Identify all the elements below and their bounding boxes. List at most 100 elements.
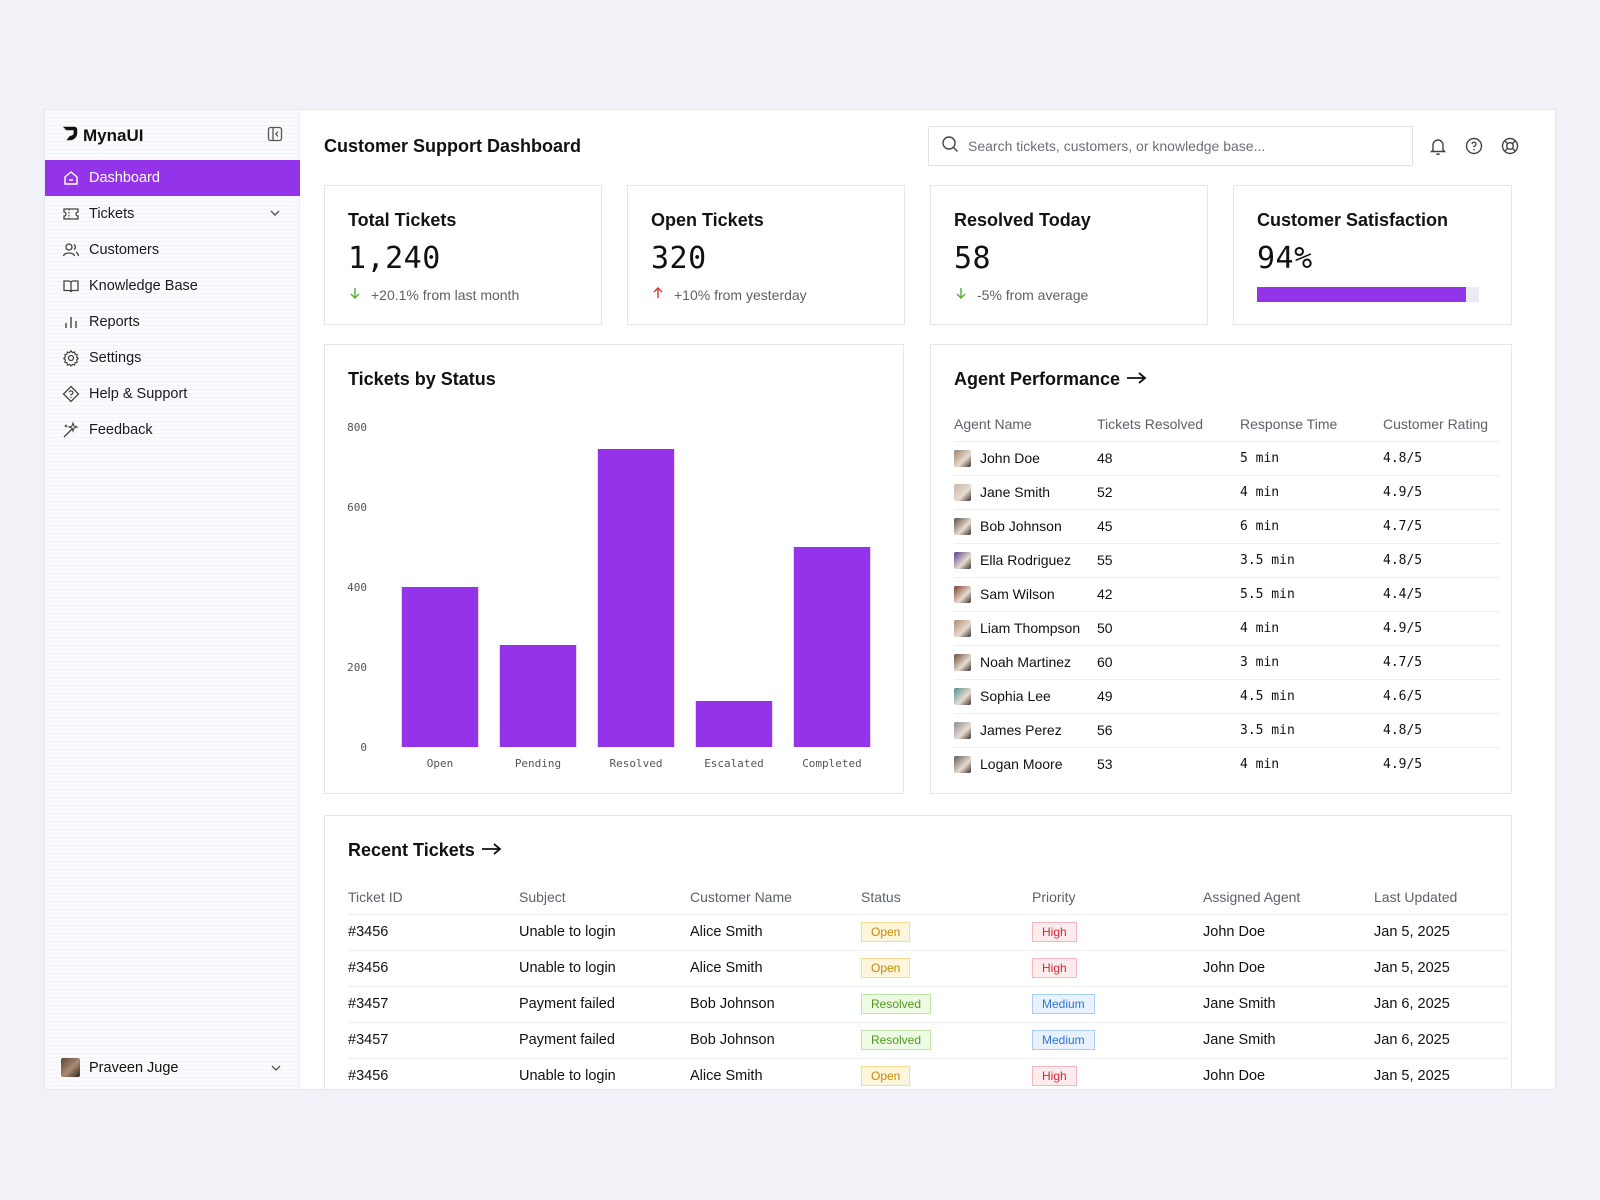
sidebar-item-knowledge-base[interactable]: Knowledge Base [45, 268, 300, 304]
sidebar-nav: Dashboard Tickets Customers Knowledge Ba… [45, 160, 300, 448]
header-actions [1428, 136, 1520, 156]
bar-resolved[interactable] [597, 449, 675, 747]
status-cell: Open [861, 913, 1032, 950]
sidebar-item-settings[interactable]: Settings [45, 340, 300, 376]
bar-escalated[interactable] [695, 701, 773, 747]
priority-cell: Medium [1032, 985, 1203, 1022]
table-row[interactable]: #3456 Unable to login Alice Smith Open High J… [348, 913, 1508, 950]
collapse-sidebar-icon[interactable] [267, 126, 283, 142]
column-header: Tickets Resolved [1097, 415, 1204, 432]
stat-card-open-tickets: Open Tickets 320 +10% from yesterday [627, 185, 905, 325]
table-row[interactable]: James Perez 56 3.5 min 4.8/5 [954, 712, 1500, 747]
bell-icon[interactable] [1428, 136, 1448, 156]
chevron-down-icon[interactable] [268, 206, 282, 220]
help-icon[interactable] [1464, 136, 1484, 156]
sidebar-item-feedback[interactable]: Feedback [45, 412, 300, 448]
priority-cell: High [1032, 913, 1203, 950]
agent-name-text: Sam Wilson [980, 586, 1055, 602]
priority-badge: Medium [1032, 994, 1095, 1014]
arrow-down-icon [954, 286, 968, 303]
ticket-id[interactable]: #3456 [348, 1057, 519, 1089]
user-menu[interactable]: Praveen Juge [61, 1058, 283, 1077]
app-window: MynaUI Dashboard Tickets Customers Knowl… [44, 109, 1556, 1090]
tickets-resolved: 48 [1097, 440, 1240, 475]
ticket-id[interactable]: #3457 [348, 985, 519, 1022]
search-bar[interactable] [928, 126, 1413, 166]
avatar [954, 551, 971, 569]
card-title[interactable]: Recent Tickets [348, 840, 503, 861]
table-row[interactable]: #3456 Unable to login Alice Smith Open High J… [348, 949, 1508, 986]
book-icon [62, 277, 80, 295]
table-row[interactable]: Logan Moore 53 4 min 4.9/5 [954, 746, 1500, 781]
sidebar-item-help-support[interactable]: Help & Support [45, 376, 300, 412]
stat-delta-text: +10% from yesterday [674, 286, 807, 303]
sidebar-item-label: Customers [89, 242, 160, 258]
table-row[interactable]: Jane Smith 52 4 min 4.9/5 [954, 474, 1500, 509]
avatar [954, 653, 971, 671]
sidebar-item-dashboard[interactable]: Dashboard [45, 160, 300, 196]
table-row[interactable]: Liam Thompson 50 4 min 4.9/5 [954, 610, 1500, 645]
agent-name-cell: Noah Martinez [954, 644, 1097, 679]
agent-name: Noah Martinez [954, 653, 1097, 671]
priority-cell: High [1032, 949, 1203, 986]
bar-chart-icon [62, 313, 80, 331]
arrow-down-icon [348, 286, 362, 303]
column-header: Customer Rating [1383, 415, 1489, 432]
assigned-agent: Jane Smith [1203, 1021, 1374, 1058]
arrow-up-icon [651, 286, 665, 303]
avatar [954, 687, 971, 705]
table-row[interactable]: #3456 Unable to login Alice Smith Open High J… [348, 1057, 1508, 1089]
sidebar-item-label: Help & Support [89, 386, 188, 402]
tickets-resolved: 52 [1097, 474, 1240, 509]
arrow-right-icon [481, 840, 503, 861]
stat-title: Open Tickets [651, 210, 764, 230]
y-tick-label: 0 [360, 741, 367, 754]
agent-name-cell: Jane Smith [954, 474, 1097, 509]
response-time: 3.5 min [1240, 712, 1383, 747]
agent-name-cell: John Doe [954, 440, 1097, 475]
customer-rating: 4.4/5 [1383, 576, 1500, 611]
brand-name: MynaUI [83, 125, 144, 145]
sidebar-item-tickets[interactable]: Tickets [45, 196, 300, 232]
customer-rating: 4.8/5 [1383, 712, 1500, 747]
card-title: Tickets by Status [348, 369, 496, 389]
ticket-id[interactable]: #3456 [348, 913, 519, 950]
table-row[interactable]: Bob Johnson 45 6 min 4.7/5 [954, 508, 1500, 543]
lifebuoy-icon[interactable] [1500, 136, 1520, 156]
bar-pending[interactable] [499, 645, 577, 747]
sidebar-item-reports[interactable]: Reports [45, 304, 300, 340]
avatar [954, 585, 971, 603]
agent-name-cell: James Perez [954, 712, 1097, 747]
x-tick-label: Escalated [704, 757, 764, 770]
agent-name: Jane Smith [954, 483, 1097, 501]
table-row[interactable]: Sophia Lee 49 4.5 min 4.6/5 [954, 678, 1500, 713]
table-row[interactable]: #3457 Payment failed Bob Johnson Resolved Me… [348, 985, 1508, 1022]
brand-logo[interactable]: MynaUI [61, 124, 143, 147]
stat-delta: +20.1% from last month [348, 286, 519, 303]
column-header: Customer Name [690, 888, 792, 905]
agent-name: James Perez [954, 721, 1097, 739]
search-input[interactable] [968, 138, 1388, 154]
customer-name: Alice Smith [690, 949, 861, 986]
card-title[interactable]: Agent Performance [954, 369, 1148, 390]
status-cell: Open [861, 949, 1032, 986]
table-row[interactable]: Ella Rodriguez 55 3.5 min 4.8/5 [954, 542, 1500, 577]
chevron-down-icon[interactable] [269, 1061, 283, 1075]
avatar [954, 721, 971, 739]
table-row[interactable]: Noah Martinez 60 3 min 4.7/5 [954, 644, 1500, 679]
table-row[interactable]: John Doe 48 5 min 4.8/5 [954, 440, 1500, 475]
agent-name-cell: Logan Moore [954, 746, 1097, 781]
sidebar-item-label: Reports [89, 314, 140, 330]
table-row[interactable]: #3457 Payment failed Bob Johnson Resolved Me… [348, 1021, 1508, 1058]
agent-name: Liam Thompson [954, 619, 1097, 637]
ticket-id[interactable]: #3456 [348, 949, 519, 986]
table-row[interactable]: Sam Wilson 42 5.5 min 4.4/5 [954, 576, 1500, 611]
sidebar-item-customers[interactable]: Customers [45, 232, 300, 268]
y-tick-label: 200 [347, 661, 367, 674]
bar-open[interactable] [401, 587, 479, 747]
avatar [954, 755, 971, 773]
stat-delta-text: +20.1% from last month [371, 286, 520, 303]
ticket-id[interactable]: #3457 [348, 1021, 519, 1058]
bar-completed[interactable] [793, 547, 871, 747]
priority-badge: High [1032, 1066, 1077, 1087]
